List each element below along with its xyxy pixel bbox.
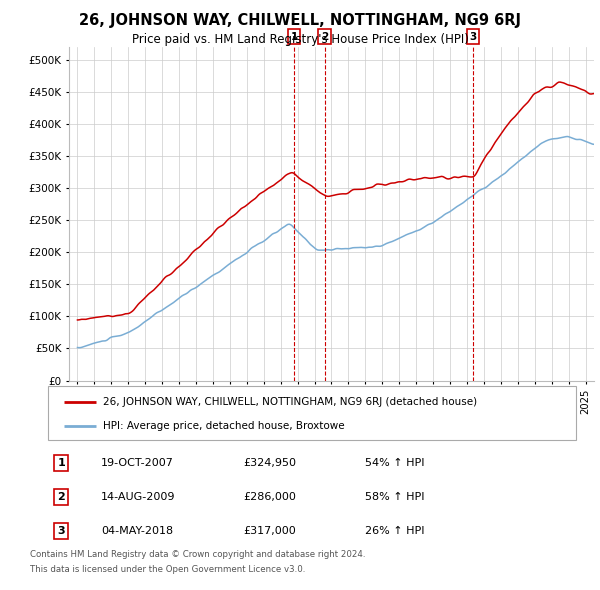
Text: 2: 2 (321, 32, 328, 42)
Text: 2: 2 (58, 492, 65, 502)
Text: £324,950: £324,950 (244, 458, 296, 468)
Text: 26% ↑ HPI: 26% ↑ HPI (365, 526, 424, 536)
Text: 1: 1 (290, 32, 298, 42)
FancyBboxPatch shape (48, 386, 576, 440)
Text: £286,000: £286,000 (244, 492, 296, 502)
Text: 3: 3 (58, 526, 65, 536)
Text: HPI: Average price, detached house, Broxtowe: HPI: Average price, detached house, Brox… (103, 421, 345, 431)
Text: Contains HM Land Registry data © Crown copyright and database right 2024.: Contains HM Land Registry data © Crown c… (30, 550, 365, 559)
Text: 04-MAY-2018: 04-MAY-2018 (101, 526, 173, 536)
Text: 26, JOHNSON WAY, CHILWELL, NOTTINGHAM, NG9 6RJ (detached house): 26, JOHNSON WAY, CHILWELL, NOTTINGHAM, N… (103, 398, 478, 407)
Text: £317,000: £317,000 (244, 526, 296, 536)
Text: 58% ↑ HPI: 58% ↑ HPI (365, 492, 424, 502)
Text: This data is licensed under the Open Government Licence v3.0.: This data is licensed under the Open Gov… (30, 565, 305, 574)
Text: Price paid vs. HM Land Registry's House Price Index (HPI): Price paid vs. HM Land Registry's House … (131, 33, 469, 46)
Text: 3: 3 (469, 32, 476, 42)
Text: 19-OCT-2007: 19-OCT-2007 (101, 458, 173, 468)
Text: 14-AUG-2009: 14-AUG-2009 (101, 492, 175, 502)
Text: 26, JOHNSON WAY, CHILWELL, NOTTINGHAM, NG9 6RJ: 26, JOHNSON WAY, CHILWELL, NOTTINGHAM, N… (79, 13, 521, 28)
Text: 1: 1 (58, 458, 65, 468)
Text: 54% ↑ HPI: 54% ↑ HPI (365, 458, 424, 468)
